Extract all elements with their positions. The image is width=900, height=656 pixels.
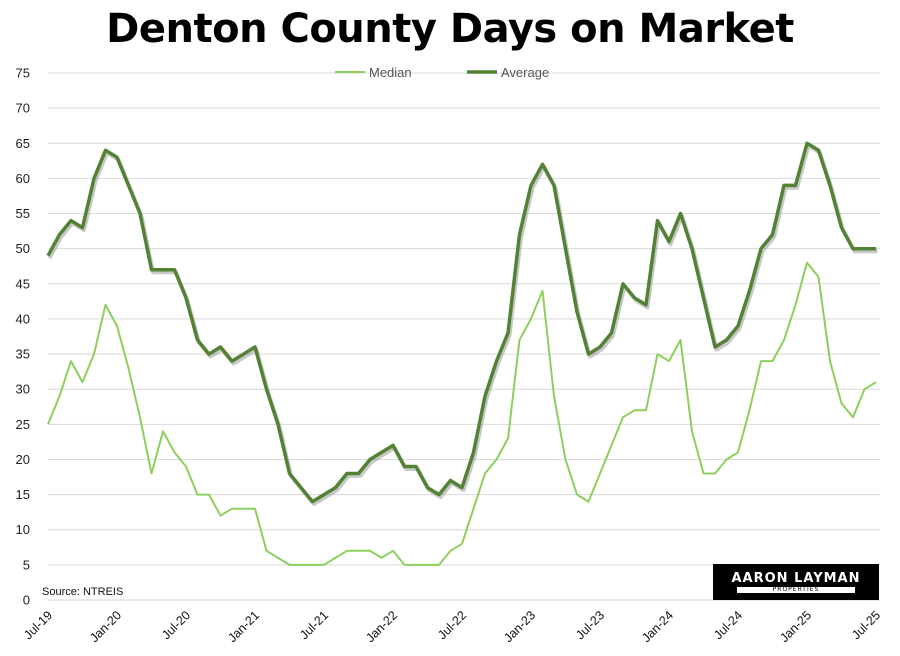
- x-tick-label: Jul-23: [573, 608, 607, 642]
- y-tick-label: 5: [23, 557, 30, 572]
- y-tick-label: 45: [16, 276, 30, 291]
- x-tick-label: Jan-23: [501, 608, 538, 645]
- y-tick-label: 30: [16, 382, 30, 397]
- y-tick-label: 25: [16, 417, 30, 432]
- y-tick-label: 55: [16, 206, 30, 221]
- grid-lines: [48, 72, 880, 601]
- y-tick-label: 35: [16, 347, 30, 362]
- x-tick-label: Jul-22: [435, 608, 469, 642]
- legend: Median Average: [335, 65, 549, 80]
- series-average-line: [46, 141, 876, 504]
- y-tick-label: 40: [16, 311, 30, 326]
- x-tick-label: Jan-20: [87, 608, 124, 645]
- y-tick-label: 65: [16, 136, 30, 151]
- x-tick-label: Jul-19: [21, 608, 55, 642]
- x-tick-label: Jul-20: [159, 608, 193, 642]
- x-tick-label: Jul-25: [849, 608, 883, 642]
- legend-label-median: Median: [369, 65, 412, 80]
- y-tick-label: 0: [23, 593, 30, 608]
- x-tick-label: Jan-25: [777, 608, 814, 645]
- chart-title: Denton County Days on Market: [106, 6, 794, 52]
- x-tick-label: Jan-24: [639, 608, 676, 645]
- y-tick-label: 20: [16, 452, 30, 467]
- x-tick-label: Jan-22: [363, 608, 400, 645]
- y-tick-label: 50: [16, 241, 30, 256]
- series-lines: [46, 141, 878, 566]
- series-median-line: [47, 261, 877, 566]
- logo-name: AARON LAYMAN: [731, 571, 861, 586]
- y-tick-label: 15: [16, 487, 30, 502]
- logo-tagline: PROPERTIES: [737, 587, 855, 593]
- brand-logo: AARON LAYMAN PROPERTIES: [713, 564, 879, 600]
- y-tick-label: 60: [16, 171, 30, 186]
- y-tick-label: 70: [16, 101, 30, 116]
- x-tick-label: Jan-21: [225, 608, 262, 645]
- source-note: Source: NTREIS: [42, 586, 123, 598]
- y-axis-ticks: 0 5 10 15 20 25 30 35 40 45 50 55 60 65 70 75: [16, 66, 30, 608]
- y-tick-label: 10: [16, 522, 30, 537]
- y-tick-label: 75: [16, 66, 30, 81]
- legend-label-average: Average: [501, 65, 549, 80]
- x-tick-label: Jul-21: [297, 608, 331, 642]
- x-axis-ticks: Jul-19 Jan-20 Jul-20 Jan-21 Jul-21 Jan-22 Jul-…: [21, 608, 883, 645]
- x-tick-label: Jul-24: [711, 608, 745, 642]
